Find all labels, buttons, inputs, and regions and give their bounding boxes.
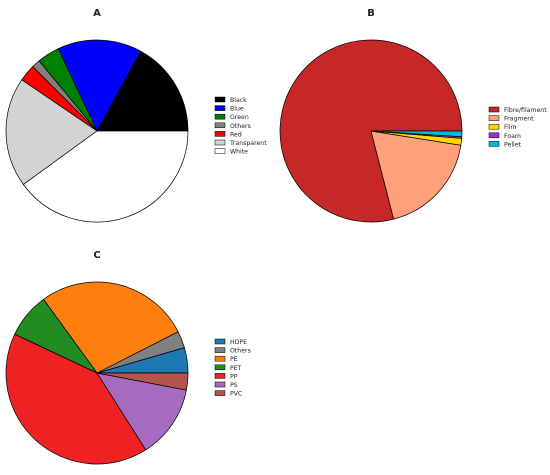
legend-label-a-white: White: [230, 149, 248, 156]
legend-swatch-c-pe: [214, 355, 226, 362]
legend-swatch-a-red: [214, 131, 226, 137]
legend-label-c-hdpe: HDPE: [230, 339, 247, 346]
legend-swatch-c-pet: [214, 364, 226, 371]
wedge-b-fragment: [370, 130, 462, 220]
legend-label-c-others: Others: [230, 348, 251, 355]
legend-label-a-green: Green: [230, 114, 249, 121]
legend-label-b-fragment: Fragment: [504, 116, 534, 123]
legend-label-b-film: Film: [504, 124, 517, 131]
legend-label-b-foam: Foam: [504, 133, 521, 140]
legend-label-b-pellet: Pellet: [504, 141, 522, 148]
legend-swatch-a-black: [214, 96, 226, 103]
legend-label-a-black: Black: [230, 97, 247, 104]
legend-swatch-a-blue: [214, 105, 226, 111]
legend-swatch-b-pellet: [488, 141, 500, 147]
legend-label-a-red: Red: [230, 131, 242, 138]
wedge-a-blue: [57, 39, 142, 132]
legend-label-c-pp: PP: [230, 373, 238, 380]
legend-label-a-others: Others: [230, 123, 251, 130]
legend-swatch-a-others: [214, 122, 226, 129]
panel-label-a: A: [93, 8, 101, 19]
legend-swatch-a-white: [214, 148, 226, 154]
wedge-b-pellet: [370, 130, 463, 138]
wedge-c-pe: [43, 281, 179, 374]
legend-swatch-c-others: [214, 347, 226, 353]
wedge-c-pp: [5, 333, 147, 465]
legend-swatch-b-fibre-filament: [488, 106, 500, 113]
legend-swatch-c-hdpe: [214, 338, 226, 345]
legend-label-c-pet: PET: [230, 365, 242, 372]
legend-swatch-b-foam: [488, 132, 500, 139]
legend-label-a-transparent: Transparent: [229, 140, 267, 147]
legend-swatch-c-ps: [214, 381, 226, 388]
legend-label-b-fibre-filament: Fibre/filament: [504, 107, 547, 114]
wedge-a-transparent: [5, 79, 98, 185]
legend-swatch-c-pp: [214, 373, 226, 379]
wedge-a-black: [96, 50, 189, 132]
legend-label-c-pvc: PVC: [230, 391, 242, 398]
legend-swatch-a-green: [214, 113, 226, 120]
wedge-c-pvc: [96, 372, 189, 391]
panel-label-b: B: [367, 8, 375, 19]
legend-swatch-a-transparent: [214, 139, 226, 146]
legend-label-a-blue: Blue: [230, 106, 244, 113]
wedge-c-ps: [96, 372, 187, 451]
legend-label-c-pe: PE: [230, 356, 238, 363]
legend-swatch-b-fragment: [488, 115, 500, 121]
wedge-a-white: [22, 130, 189, 223]
legend-label-c-ps: PS: [230, 382, 238, 389]
legend-swatch-b-film: [488, 123, 500, 130]
legend-swatch-c-pvc: [214, 390, 226, 396]
panel-label-c: C: [93, 250, 100, 261]
